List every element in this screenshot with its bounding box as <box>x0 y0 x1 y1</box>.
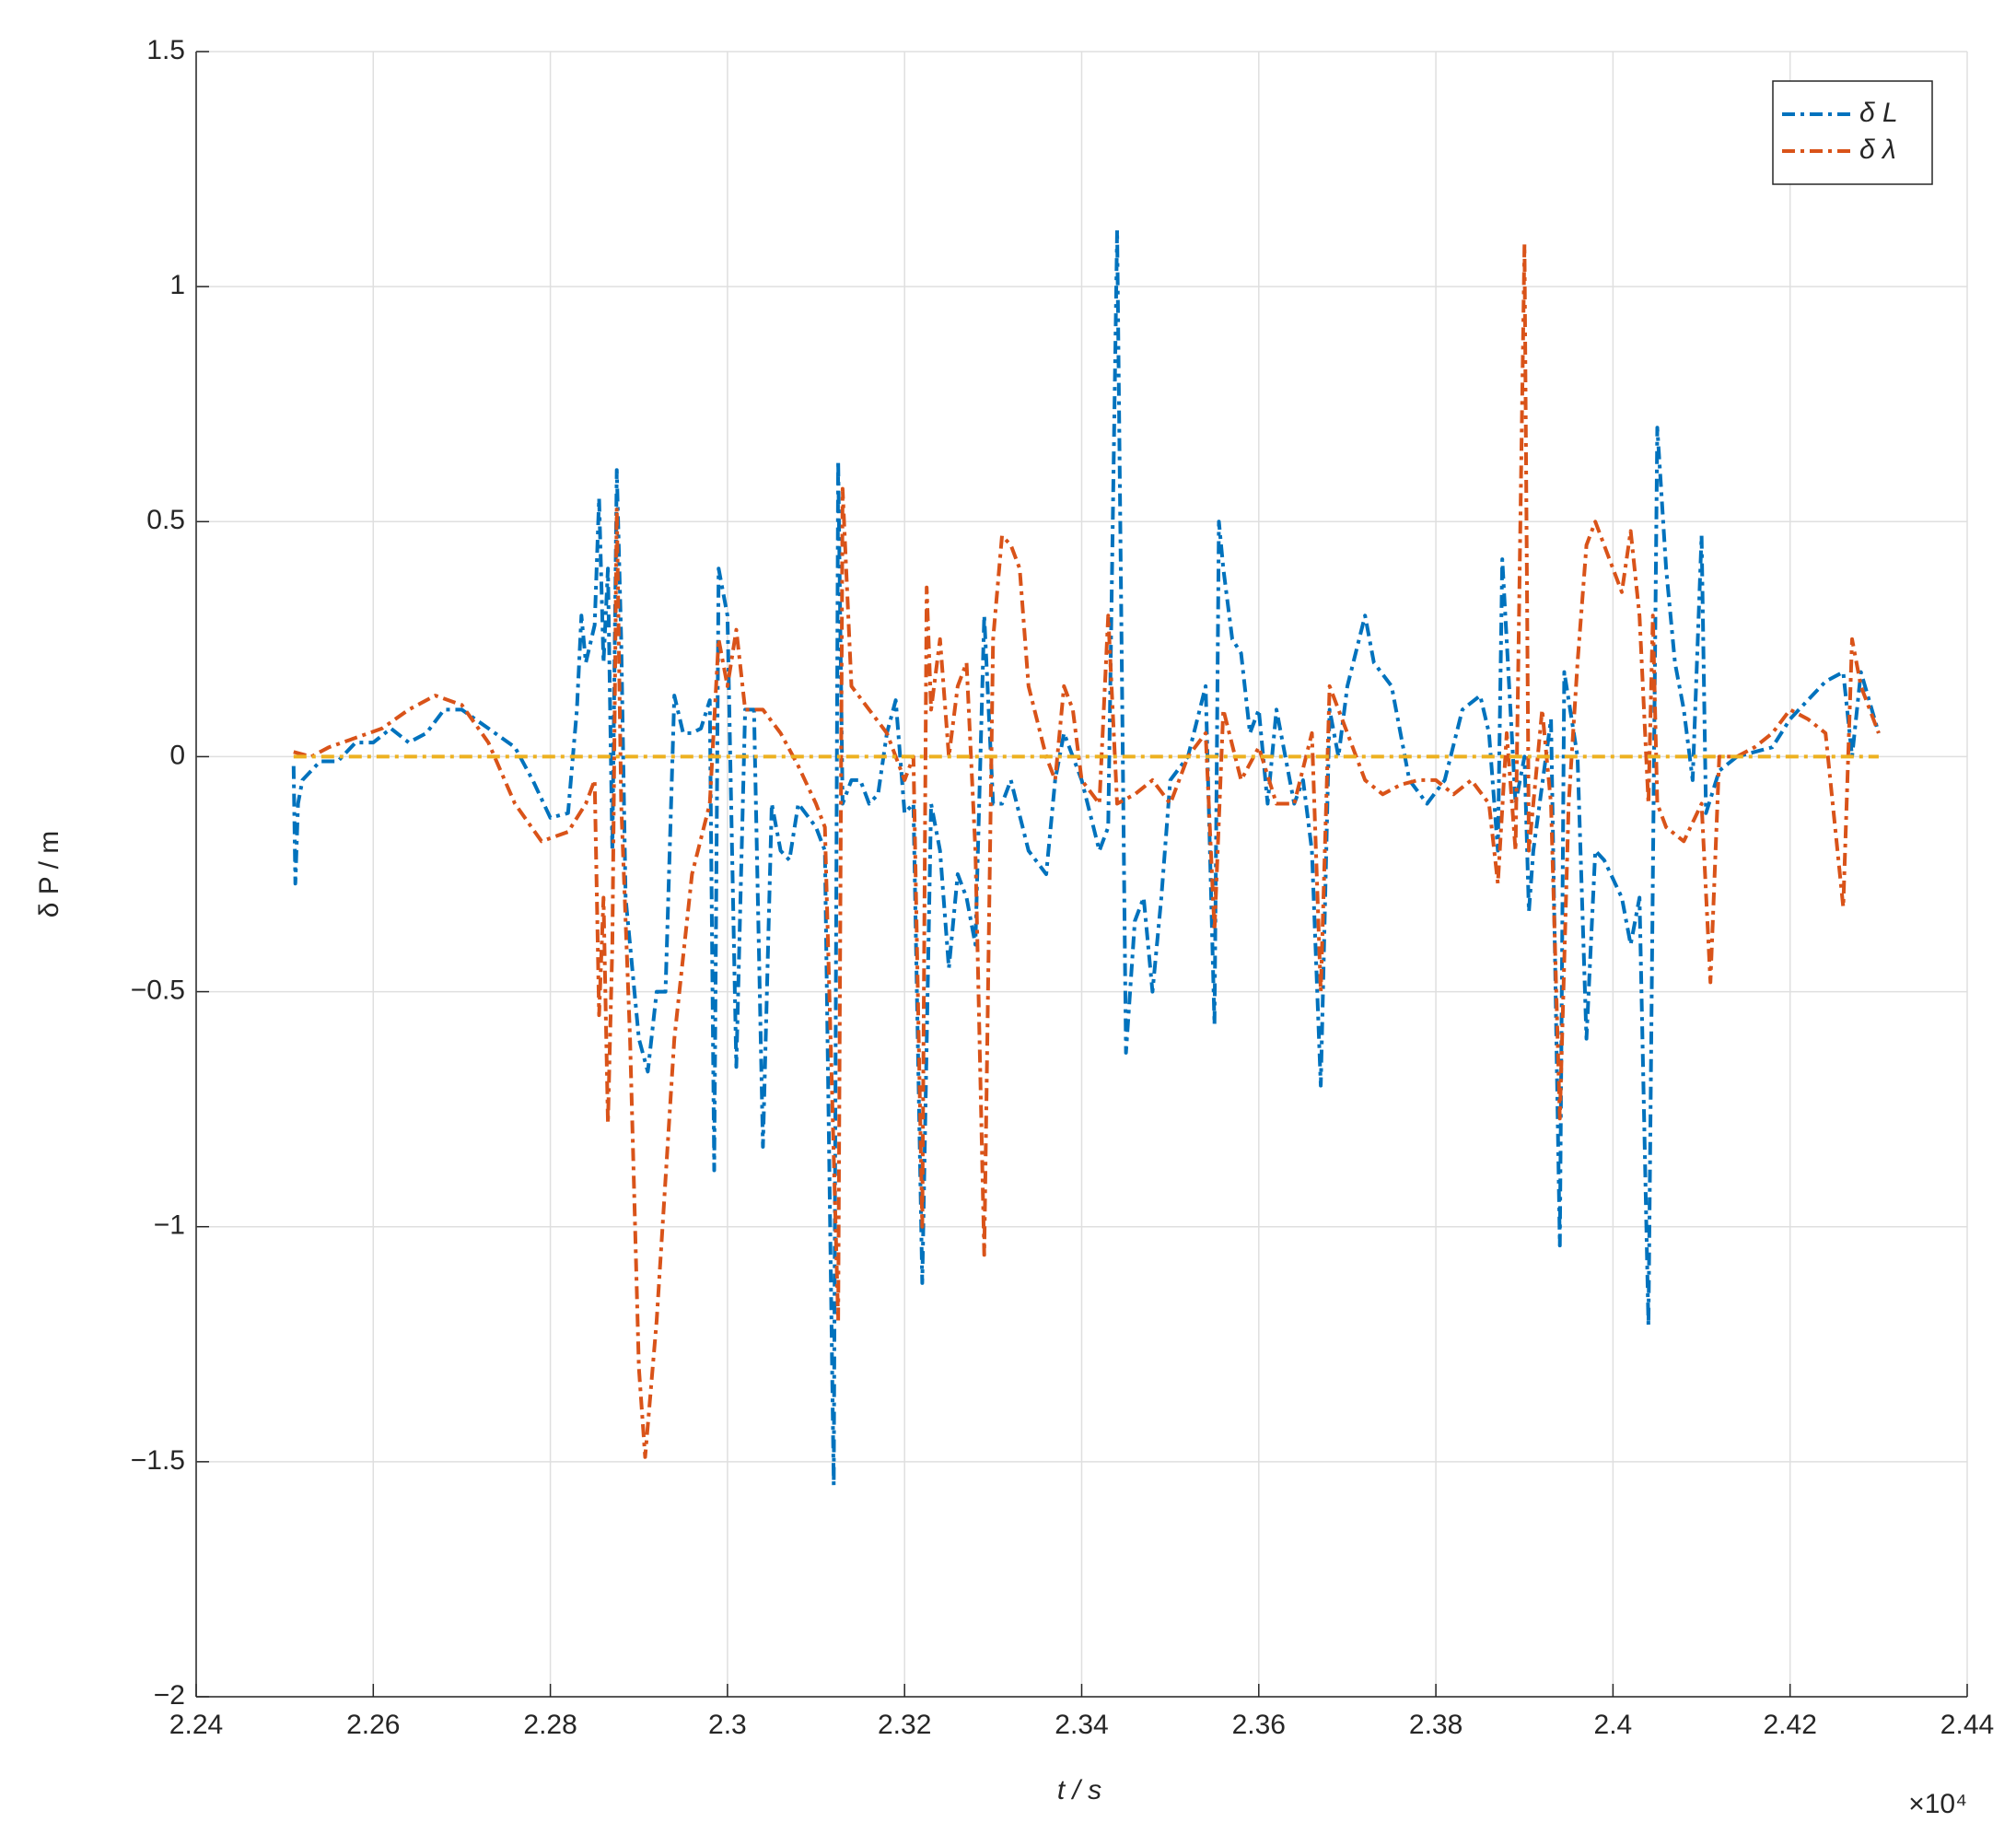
y-tick-label: −0.5 <box>131 975 185 1005</box>
x-tick-label: 2.44 <box>1940 1710 1994 1740</box>
x-tick-label: 2.4 <box>1594 1710 1633 1740</box>
x-tick-label: 2.3 <box>708 1710 747 1740</box>
x-tick-label: 2.36 <box>1232 1710 1286 1740</box>
y-tick-label: 1 <box>169 270 185 300</box>
x-tick-label: 2.32 <box>878 1710 931 1740</box>
y-tick-label: −1 <box>154 1210 185 1241</box>
x-tick-label: 2.26 <box>346 1710 400 1740</box>
legend-box <box>1772 80 1933 185</box>
y-tick-label: −2 <box>154 1680 185 1711</box>
x-tick-label: 2.38 <box>1409 1710 1462 1740</box>
y-tick-label: 0 <box>169 740 185 770</box>
y-tick-label: 1.5 <box>146 35 185 65</box>
x-axis-label: t / s <box>1057 1775 1101 1805</box>
x-tick-label: 2.24 <box>169 1710 223 1740</box>
x-tick-label: 2.28 <box>523 1710 577 1740</box>
data-line <box>293 242 1881 1459</box>
y-axis-label: δ P / m <box>34 831 64 918</box>
x-multiplier: ×10⁴ <box>1908 1789 1967 1819</box>
legend-label: δ λ <box>1859 134 1896 165</box>
x-tick-label: 2.34 <box>1055 1710 1108 1740</box>
y-tick-label: −1.5 <box>131 1445 185 1476</box>
data-line <box>291 228 1881 1488</box>
legend-label: δ L <box>1859 98 1898 128</box>
y-tick-label: 0.5 <box>146 505 185 535</box>
x-tick-label: 2.42 <box>1764 1710 1817 1740</box>
